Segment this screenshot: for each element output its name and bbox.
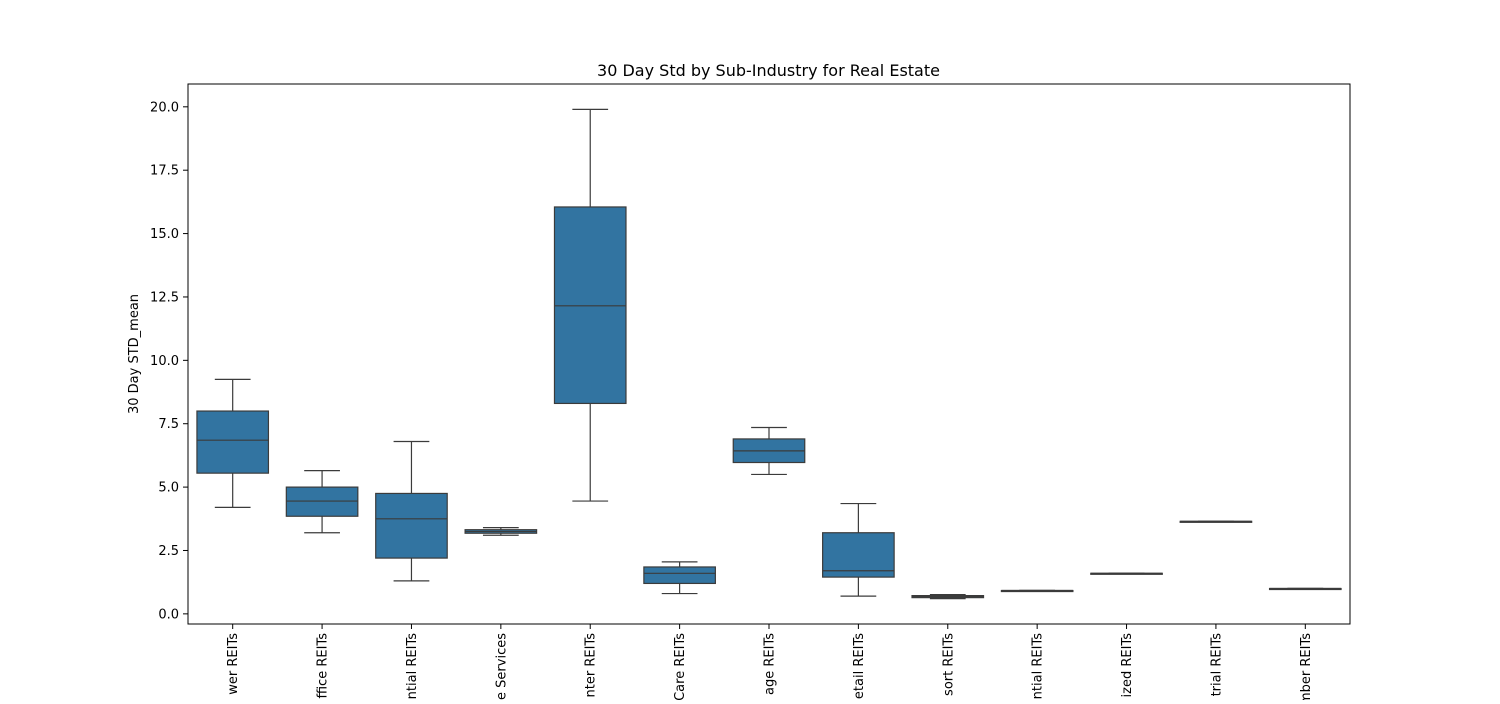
box-group: [553, 108, 627, 502]
x-tick-label: trial REITs: [1209, 633, 1224, 697]
y-tick-label: 20.0: [150, 100, 179, 115]
plot-content: 0.0 2.5 5.0 7.5 10.0 12.5 15.0 17.5 20.0 wer REIT…: [150, 100, 1342, 704]
y-tick-label: 10.0: [150, 354, 179, 369]
box-group: [822, 502, 895, 597]
box: [196, 410, 270, 474]
x-tick-label: e Services: [494, 633, 509, 700]
box-group: [1268, 587, 1342, 591]
x-tick-label: Care REITs: [673, 633, 688, 700]
y-tick-label: 2.5: [158, 544, 179, 559]
x-tick-label: ntial REITs: [1031, 633, 1046, 700]
x-tick-label: wer REITs: [226, 633, 241, 695]
x-tick-label: etail REITs: [852, 633, 867, 699]
x-tick-label: sort REITs: [941, 633, 956, 696]
y-tick-label: 15.0: [150, 227, 179, 242]
box: [375, 492, 448, 559]
y-tick-label: 17.5: [150, 164, 179, 179]
box-group: [911, 593, 985, 600]
y-tick-label: 12.5: [150, 290, 179, 305]
box-group: [1090, 572, 1163, 575]
box: [553, 206, 627, 405]
box-group: [1000, 589, 1074, 593]
box-group: [375, 440, 448, 582]
box-group: [196, 378, 270, 508]
x-tick-label: mber REITs: [1299, 633, 1314, 700]
box: [285, 486, 359, 517]
x-tick-label: age REITs: [763, 633, 778, 695]
plot-area-frame: [187, 83, 1351, 625]
x-tick-label: ffice REITs: [316, 633, 331, 699]
box: [643, 566, 716, 585]
box-group: [1179, 520, 1253, 523]
x-tick-label: nter REITs: [584, 633, 599, 698]
y-axis-label: 30 Day STD_mean: [127, 294, 142, 414]
box-group: [643, 561, 716, 595]
y-tick-label: 7.5: [158, 417, 179, 432]
x-tick-label: ntial REITs: [405, 633, 420, 700]
box-group: [732, 426, 806, 476]
box-group: [285, 470, 359, 534]
chart-title: 30 Day Std by Sub-Industry for Real Esta…: [597, 61, 940, 80]
box-group: [464, 527, 538, 536]
y-tick-label: 5.0: [158, 481, 179, 496]
y-tick-label: 0.0: [158, 607, 179, 622]
box: [822, 532, 895, 578]
x-tick-label: ized REITs: [1120, 633, 1135, 698]
